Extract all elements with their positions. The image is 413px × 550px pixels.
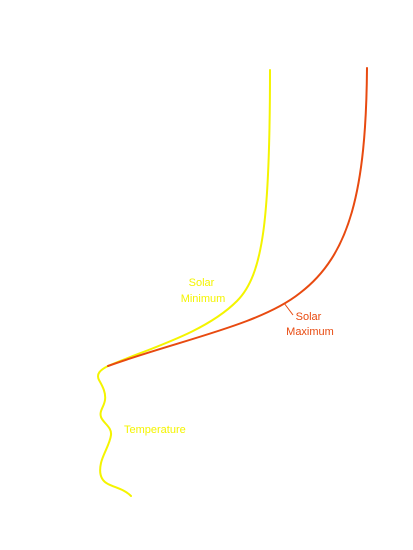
- solar-minimum-label-line-1: Solar: [189, 277, 215, 289]
- solar-maximum-label-line-2: Maximum: [286, 326, 334, 338]
- solar-maximum-label-line-1: Solar: [296, 311, 322, 323]
- solar-minimum-curve: [107, 69, 271, 367]
- solar-minimum-label-line-2: Minimum: [181, 293, 226, 305]
- solar-maximum-curve: [107, 67, 368, 367]
- solar-maximum-label: Solar Maximum: [286, 311, 334, 338]
- solar-minimum-label: Solar Minimum: [181, 277, 226, 305]
- temperature-label: Temperature: [124, 424, 186, 436]
- temperature-curve: [97, 365, 132, 497]
- solar-maximum-leader-line: [283, 302, 294, 316]
